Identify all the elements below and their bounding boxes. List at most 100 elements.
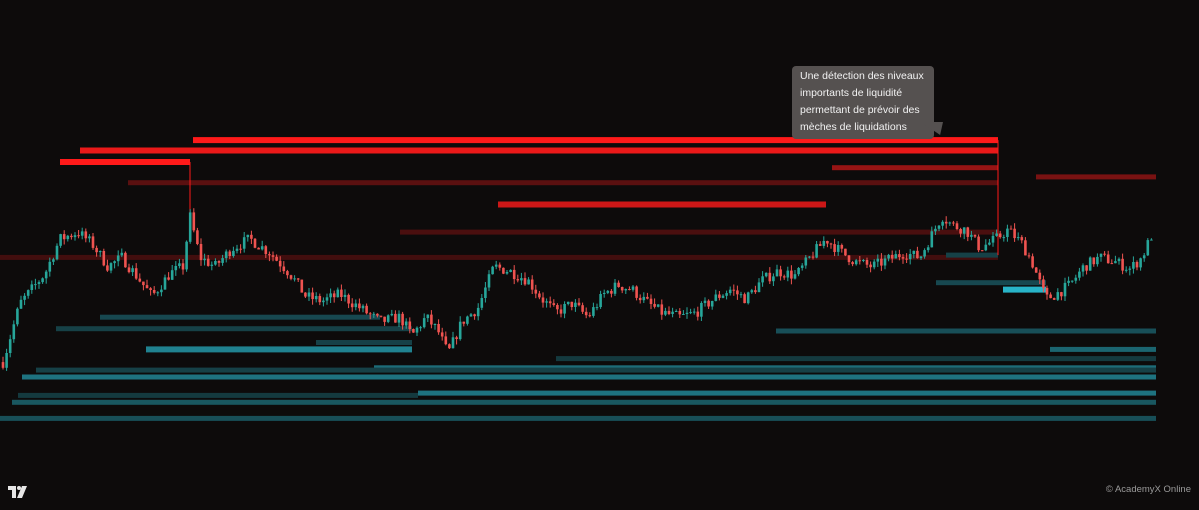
buy-liquidity-level [418,390,1156,396]
candle [84,228,88,243]
candle [106,259,109,272]
candle [1121,253,1124,275]
candle [275,254,278,262]
candle [538,290,541,300]
candle [221,254,224,266]
buy-liquidity-level [0,415,1156,421]
candle [437,319,440,335]
candle [1135,260,1139,271]
sell-liquidity-level [400,229,998,235]
candle [217,260,221,267]
candle [541,292,545,308]
liquidity-levels [0,137,1156,421]
candle [314,292,318,303]
candle [530,275,534,294]
candle [948,221,952,226]
candle [224,249,228,263]
candle [52,257,55,265]
buy-liquidity-level [146,346,412,353]
candle [239,244,242,254]
candle [307,288,311,301]
candle [188,209,192,244]
candle [113,260,116,269]
candle [210,261,214,271]
candle [692,308,696,315]
candles [1,208,1153,371]
candle [934,225,937,235]
candle [955,221,959,231]
candle [368,312,372,320]
candle [1128,266,1132,276]
candle [800,263,804,271]
candle [1049,292,1052,299]
candle [293,275,296,282]
candle [1110,259,1114,265]
candle [1114,255,1117,264]
candle [894,250,898,259]
tradingview-logo-icon[interactable] [8,485,30,503]
candle [761,271,764,287]
candle [905,253,908,263]
candle [66,234,70,242]
candle [278,256,282,273]
candle [415,326,419,336]
candle [296,278,300,282]
candle [840,243,844,253]
candle [998,230,1002,239]
candle [268,251,271,262]
candle [142,281,145,291]
candle [862,258,865,263]
candle [131,265,134,276]
candle [228,249,232,260]
candle [606,290,610,295]
candle [588,312,592,318]
candle [322,297,325,307]
candle [1078,267,1081,281]
candle [498,262,502,271]
candle [707,299,710,309]
candle [624,288,628,294]
candle [473,313,476,320]
candle [196,227,199,246]
candle [779,265,782,281]
candle [397,310,401,327]
candle [1124,266,1128,273]
candle [1006,224,1009,242]
candle [728,286,732,296]
candle [656,304,660,308]
candle [559,304,563,318]
sell-liquidity-level [128,180,998,186]
level-markers [189,140,999,256]
candle [433,323,437,330]
candle [563,301,566,319]
candle [660,299,664,320]
candle [872,259,876,270]
candle [523,272,527,286]
candle [462,321,466,327]
candle [822,236,826,249]
candle [1045,285,1049,300]
candle [12,320,16,343]
candle [332,290,336,303]
candle [790,265,793,285]
candle [682,310,685,315]
candle [782,274,786,280]
candle [584,307,588,319]
candle [1070,280,1074,283]
candle [304,292,307,298]
candle [620,286,624,294]
candle [674,309,678,312]
candle [505,270,509,275]
candle [617,280,620,288]
candle [160,285,163,297]
candle [98,250,102,257]
candle [127,263,131,274]
candle [635,285,638,301]
candle [923,248,926,259]
candle [667,306,671,316]
sell-liquidity-level [1036,174,1156,180]
candle [1142,253,1146,262]
candle [214,258,217,266]
